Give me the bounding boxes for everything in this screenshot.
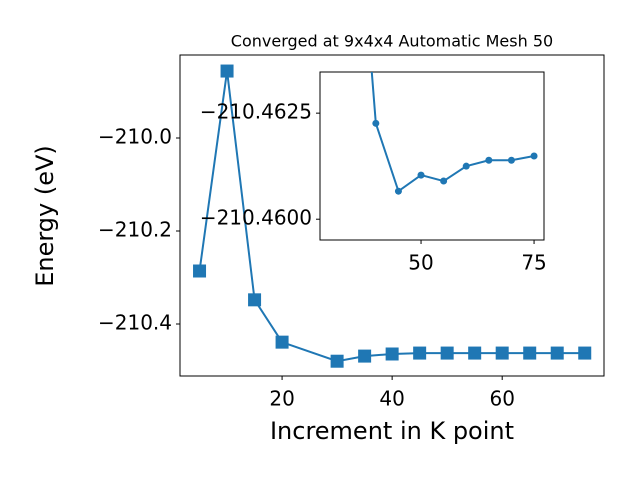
- marker: [578, 346, 592, 360]
- marker: [550, 346, 564, 360]
- marker: [193, 264, 207, 278]
- plot-layer: [193, 64, 592, 368]
- y-tick-label: −210.2: [98, 218, 172, 242]
- marker: [440, 177, 448, 185]
- marker: [507, 156, 515, 164]
- marker: [462, 162, 470, 170]
- marker: [372, 119, 380, 127]
- marker: [275, 335, 289, 349]
- marker: [358, 349, 372, 363]
- x-tick-label: 75: [521, 251, 546, 275]
- y-axis-label: Energy (eV): [31, 145, 59, 287]
- x-tick-label: 40: [379, 387, 404, 411]
- marker: [530, 152, 538, 160]
- y-tick-label: −210.4625: [200, 100, 312, 124]
- marker: [394, 187, 402, 195]
- marker: [468, 346, 482, 360]
- x-tick-label: 20: [269, 387, 294, 411]
- chart-title: Converged at 9x4x4 Automatic Mesh 50: [231, 32, 553, 51]
- marker: [417, 171, 425, 179]
- y-tick-label: −210.4600: [200, 206, 312, 230]
- x-tick-label: 50: [408, 251, 433, 275]
- plot-layer: [370, 72, 538, 195]
- marker: [485, 156, 493, 164]
- marker: [495, 346, 509, 360]
- y-tick-label: −210.0: [98, 125, 172, 149]
- marker: [413, 346, 427, 360]
- marker: [523, 346, 537, 360]
- plot-area: [319, 71, 545, 241]
- marker: [330, 354, 344, 368]
- marker: [440, 346, 454, 360]
- marker: [385, 347, 399, 361]
- y-tick-label: −210.4: [98, 311, 172, 335]
- x-axis-label: Increment in K point: [270, 417, 514, 445]
- marker: [220, 64, 234, 78]
- marker: [248, 293, 262, 307]
- x-tick-label: 60: [489, 387, 514, 411]
